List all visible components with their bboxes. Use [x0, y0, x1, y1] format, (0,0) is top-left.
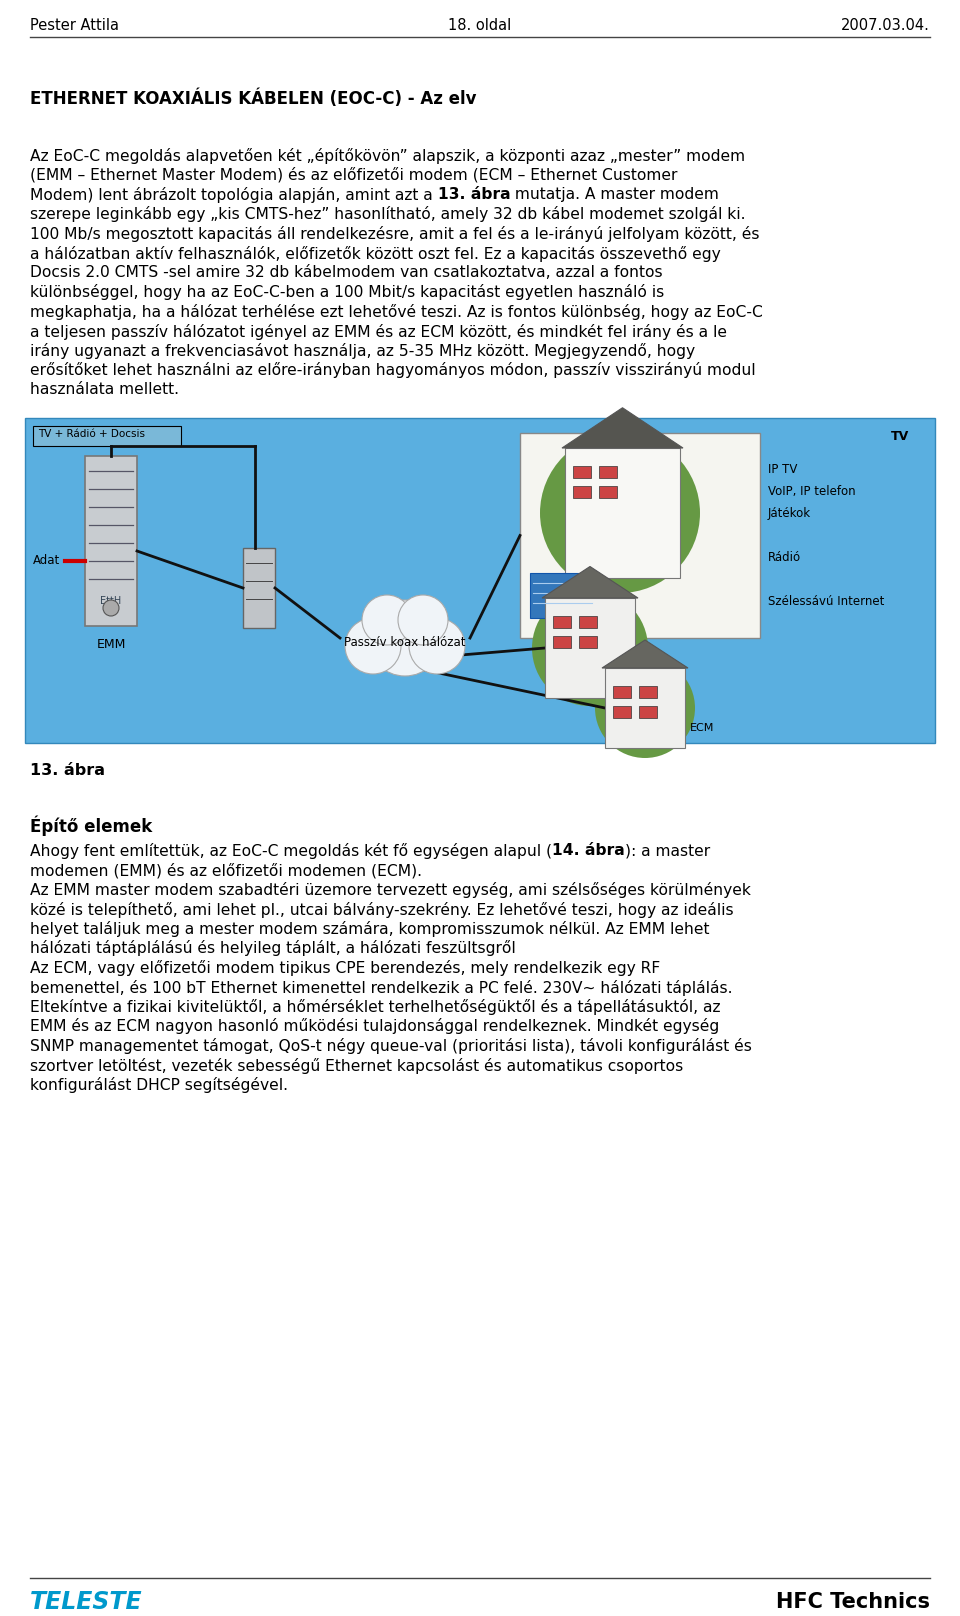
Text: Rádió: Rádió: [768, 551, 802, 564]
Text: helyet találjuk meg a mester modem számára, kompromisszumok nélkül. Az EMM lehet: helyet találjuk meg a mester modem számá…: [30, 921, 709, 937]
Bar: [613, 706, 631, 718]
Text: TELESTE: TELESTE: [30, 1590, 143, 1614]
Bar: [579, 616, 597, 629]
Text: Adat: Adat: [33, 554, 60, 567]
Bar: [530, 574, 595, 617]
Text: HFC Technics: HFC Technics: [776, 1592, 930, 1613]
Circle shape: [409, 617, 465, 674]
Text: TV: TV: [891, 430, 909, 443]
Text: a hálózatban aktív felhasználók, előfizetők között oszt fel. Ez a kapacitás össz: a hálózatban aktív felhasználók, előfize…: [30, 246, 721, 262]
Text: Passzív koax hálózat: Passzív koax hálózat: [345, 637, 466, 650]
Text: Pester Attila: Pester Attila: [30, 18, 119, 32]
Text: szerepe leginkább egy „kis CMTS-hez” hasonlítható, amely 32 db kábel modemet szo: szerepe leginkább egy „kis CMTS-hez” has…: [30, 207, 746, 223]
Polygon shape: [542, 567, 638, 598]
Bar: [25, 419, 935, 743]
Text: Eltekíntve a fizikai kivitelüktől, a hőmérséklet terhelhetőségüktől és a tápellá: Eltekíntve a fizikai kivitelüktől, a hőm…: [30, 999, 721, 1015]
Circle shape: [532, 590, 648, 706]
Circle shape: [362, 595, 412, 645]
Text: használata mellett.: használata mellett.: [30, 381, 179, 398]
Text: Az EoC-C megoldás alapvetően két „építőkövön” alapszik, a központi azaz „mester”: Az EoC-C megoldás alapvetően két „építők…: [30, 149, 745, 163]
Bar: [553, 637, 571, 648]
Bar: [553, 616, 571, 629]
Text: irány ugyanazt a frekvenciasávot használja, az 5-35 MHz között. Megjegyzendő, ho: irány ugyanazt a frekvenciasávot használ…: [30, 343, 695, 359]
Text: (EMM – Ethernet Master Modem) és az előfizetői modem (ECM – Ethernet Customer: (EMM – Ethernet Master Modem) és az előf…: [30, 168, 678, 183]
Text: VoIP, IP telefon: VoIP, IP telefon: [768, 485, 855, 498]
Text: szortver letöltést, vezeték sebességű Ethernet kapcsolást és automatikus csoport: szortver letöltést, vezeték sebességű Et…: [30, 1057, 684, 1073]
Text: a teljesen passzív hálózatot igényel az EMM és az ECM között, és mindkét fel irá: a teljesen passzív hálózatot igényel az …: [30, 323, 727, 339]
Text: mutatja. A master modem: mutatja. A master modem: [511, 187, 719, 202]
Text: bemenettel, és 100 bT Ethernet kimenettel rendelkezik a PC felé. 230V~ hálózati : bemenettel, és 100 bT Ethernet kimenette…: [30, 979, 732, 995]
Text: 13. ábra: 13. ábra: [438, 187, 511, 202]
Bar: [565, 448, 680, 579]
Text: SNMP managementet támogat, QoS-t négy queue-val (prioritási lista), távoli konfi: SNMP managementet támogat, QoS-t négy qu…: [30, 1037, 752, 1054]
Text: 100 Mb/s megosztott kapacitás áll rendelkezésre, amit a fel és a le-irányú jelfo: 100 Mb/s megosztott kapacitás áll rendel…: [30, 226, 759, 242]
Polygon shape: [602, 640, 688, 667]
Bar: [599, 465, 617, 478]
Text: Építő elemek: Építő elemek: [30, 814, 153, 835]
Text: IP TV: IP TV: [768, 464, 798, 477]
Text: EMM és az ECM nagyon hasonló működési tulajdonsággal rendelkeznek. Mindkét egysé: EMM és az ECM nagyon hasonló működési tu…: [30, 1018, 719, 1034]
Text: megkaphatja, ha a hálózat terhélése ezt lehetővé teszi. Az is fontos különbség, : megkaphatja, ha a hálózat terhélése ezt …: [30, 304, 763, 320]
Text: Ahogy fent említettük, az EoC-C megoldás két fő egységen alapul (: Ahogy fent említettük, az EoC-C megoldás…: [30, 844, 552, 860]
Text: ETHERNET KOAXIÁLIS KÁBELEN (EOC-C) - Az elv: ETHERNET KOAXIÁLIS KÁBELEN (EOC-C) - Az …: [30, 90, 476, 108]
Bar: [639, 706, 657, 718]
Text: EMM: EMM: [96, 638, 126, 651]
Circle shape: [367, 600, 443, 675]
Text: hálózati táptáplálású és helyileg táplált, a hálózati feszültsgről: hálózati táptáplálású és helyileg táplál…: [30, 941, 516, 957]
Text: Játékok: Játékok: [768, 507, 811, 520]
Polygon shape: [562, 407, 683, 448]
Circle shape: [540, 433, 700, 593]
Text: TV + Rádió + Docsis: TV + Rádió + Docsis: [38, 428, 145, 440]
Bar: [33, 427, 181, 446]
Bar: [613, 687, 631, 698]
Bar: [545, 598, 635, 698]
Circle shape: [103, 600, 119, 616]
Text: Az ECM, vagy előfizetői modem tipikus CPE berendezés, mely rendelkezik egy RF: Az ECM, vagy előfizetői modem tipikus CP…: [30, 960, 660, 976]
Text: 2007.03.04.: 2007.03.04.: [841, 18, 930, 32]
Bar: [639, 687, 657, 698]
Text: Az EMM master modem szabadtéri üzemore tervezett egység, ami szélsőséges körülmé: Az EMM master modem szabadtéri üzemore t…: [30, 882, 751, 898]
Text: konfigurálást DHCP segítségével.: konfigurálást DHCP segítségével.: [30, 1076, 288, 1092]
Circle shape: [398, 595, 448, 645]
Text: 18. oldal: 18. oldal: [448, 18, 512, 32]
Text: Modem) lent ábrázolt topológia alapján, amint azt a: Modem) lent ábrázolt topológia alapján, …: [30, 187, 438, 204]
Text: ECM: ECM: [640, 667, 664, 679]
Text: ECM: ECM: [690, 722, 714, 734]
Text: közé is telepíthető, ami lehet pl., utcai bálvány-szekrény. Ez lehetővé teszi, h: közé is telepíthető, ami lehet pl., utca…: [30, 902, 733, 918]
Circle shape: [345, 617, 401, 674]
Text: Docsis 2.0 CMTS -sel amire 32 db kábelmodem van csatlakoztatva, azzal a fontos: Docsis 2.0 CMTS -sel amire 32 db kábelmo…: [30, 265, 662, 280]
Circle shape: [595, 658, 695, 758]
Bar: [573, 486, 591, 498]
Bar: [85, 456, 137, 625]
Text: Szélessávú Internet: Szélessávú Internet: [768, 595, 884, 608]
Bar: [243, 548, 275, 629]
Bar: [520, 433, 760, 638]
Text: ): a master: ): a master: [625, 844, 710, 858]
Text: EttH: EttH: [101, 596, 122, 606]
Text: modemen (EMM) és az előfizetői modemen (ECM).: modemen (EMM) és az előfizetői modemen (…: [30, 863, 422, 877]
Bar: [599, 486, 617, 498]
Text: 13. ábra: 13. ábra: [30, 763, 105, 777]
Text: 14. ábra: 14. ábra: [552, 844, 625, 858]
Bar: [605, 667, 685, 748]
Bar: [579, 637, 597, 648]
Text: ECM: ECM: [550, 625, 575, 637]
Text: különbséggel, hogy ha az EoC-C-ben a 100 Mbit/s kapacitást egyetlen használó is: különbséggel, hogy ha az EoC-C-ben a 100…: [30, 284, 664, 301]
Text: erősítőket lehet használni az előre-irányban hagyományos módon, passzív visszirá: erősítőket lehet használni az előre-irán…: [30, 362, 756, 378]
Bar: [573, 465, 591, 478]
